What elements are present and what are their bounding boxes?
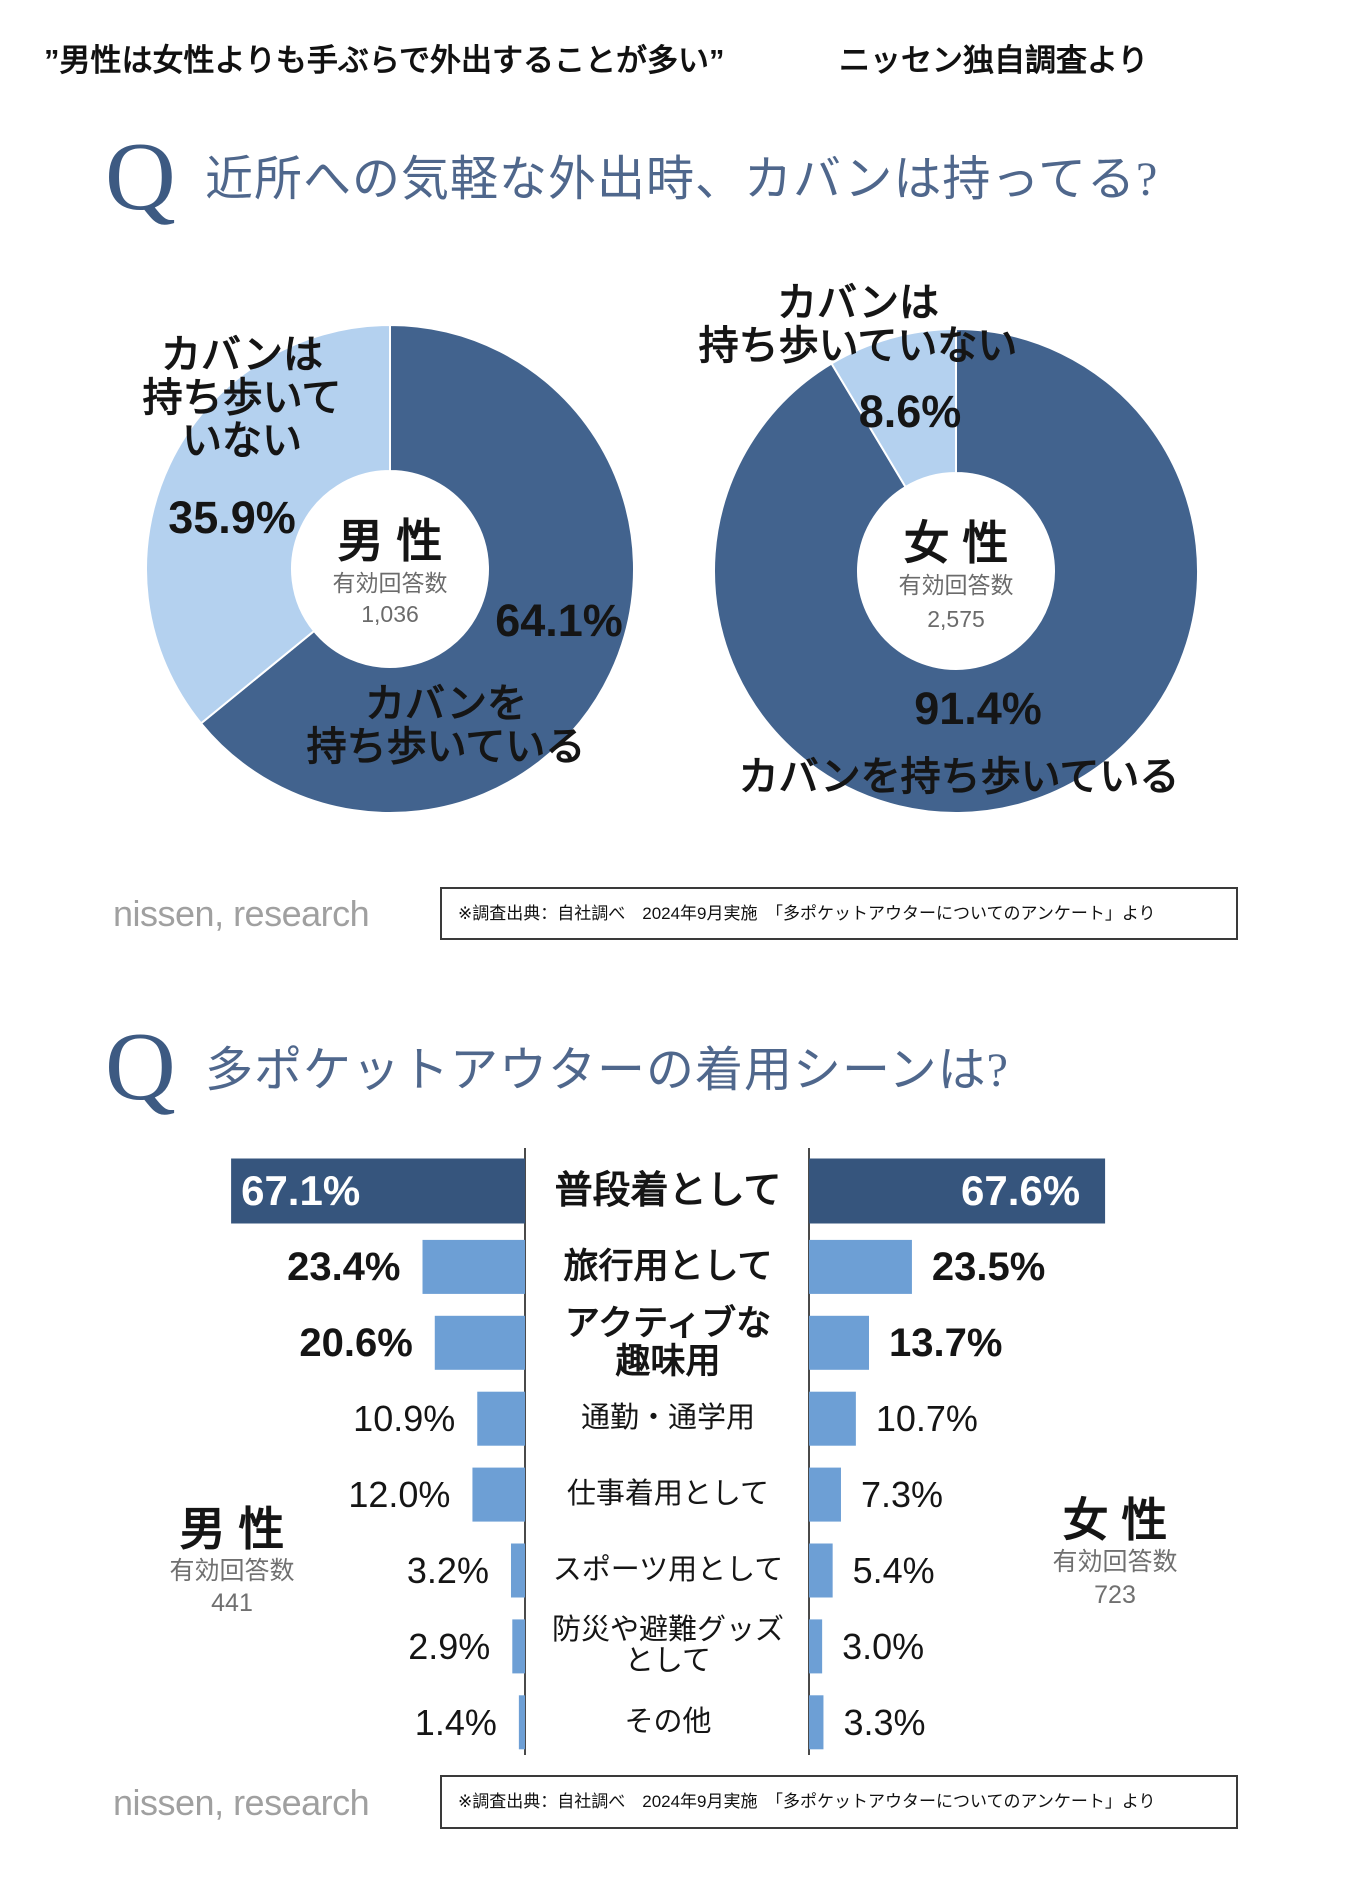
- male-bar-value-0: 67.1%: [241, 1167, 361, 1214]
- male-bar-value-1: 23.4%: [287, 1244, 401, 1289]
- category-label-line: スポーツ用として: [552, 1554, 784, 1586]
- female-donut-respondents-count: 2,575: [927, 606, 985, 632]
- female-not-carrying-percent: 8.6%: [858, 386, 962, 437]
- label-line: カバンを: [365, 682, 527, 726]
- female-bar-value-1: 23.5%: [931, 1244, 1046, 1289]
- label-line: いない: [182, 419, 302, 463]
- category-label-line: 防災や避難グッズ: [551, 1614, 784, 1647]
- nissen-research-logo: nissen, research: [113, 1782, 370, 1823]
- survey-source-tag: ニッセン独自調査より: [839, 43, 1149, 78]
- female-carrying-label: カバンを持ち歩いている: [719, 756, 1199, 799]
- bar-category-label-0: 普段着として: [527, 1169, 809, 1212]
- male-not-carrying-percent: 35.9%: [168, 492, 296, 543]
- survey-source-box: ※調査出典：自社調べ 2024年9月実施 「多ポケットアウターについてのアンケー…: [440, 1775, 1238, 1829]
- female-bar-value-0: 67.6%: [960, 1167, 1081, 1214]
- bar-female-series-title: 女 性: [1062, 1494, 1168, 1546]
- category-label-line: 通勤・通学用: [580, 1402, 755, 1435]
- category-label-line: として: [624, 1645, 712, 1678]
- female-bar-value-7: 3.3%: [843, 1701, 926, 1743]
- male-donut-center-title: 男 性: [337, 515, 443, 567]
- male-bar-value-4: 12.0%: [348, 1474, 451, 1516]
- bar-category-label-6: 防災や避難グッズ として: [527, 1615, 809, 1677]
- male-bar-value-7: 1.4%: [414, 1701, 497, 1743]
- male-bar-2: [434, 1315, 525, 1370]
- female-bar-7: [809, 1695, 824, 1750]
- female-bar-1: [809, 1239, 912, 1294]
- female-bar-2: [809, 1315, 870, 1370]
- female-bar-4: [809, 1467, 841, 1522]
- male-carrying-label: カバンを 持ち歩いている: [276, 683, 616, 769]
- female-bar-5: [809, 1543, 833, 1598]
- female-bar-0: [809, 1158, 1106, 1224]
- label-line: カバンは: [161, 333, 323, 377]
- bar-female-respondents-label: 有効回答数: [1052, 1548, 1178, 1576]
- male-bar-4: [472, 1467, 525, 1522]
- male-bar-3: [477, 1391, 525, 1446]
- male-bar-6: [512, 1619, 525, 1674]
- female-bar-3: [809, 1391, 856, 1446]
- female-bar-value-2: 13.7%: [889, 1320, 1003, 1365]
- female-donut-slice-1: [830, 327, 957, 489]
- male-bar-0: [231, 1158, 526, 1224]
- male-bar-value-2: 20.6%: [299, 1320, 413, 1365]
- female-bar-6: [809, 1619, 823, 1674]
- category-label-line: 仕事着用として: [566, 1478, 770, 1511]
- survey-source-box: ※調査出典：自社調べ 2024年9月実施 「多ポケットアウターについてのアンケー…: [440, 887, 1238, 940]
- male-bar-value-6: 2.9%: [408, 1625, 491, 1667]
- female-carrying-percent: 91.4%: [914, 683, 1042, 734]
- female-bar-value-5: 5.4%: [852, 1550, 935, 1591]
- bar-male-respondents-label: 有効回答数: [169, 1557, 295, 1585]
- label-line: 持ち歩いている: [306, 725, 586, 769]
- bar-category-label-7: その他: [527, 1705, 809, 1738]
- male-bar-1: [422, 1239, 525, 1294]
- male-carrying-percent: 64.1%: [495, 595, 623, 646]
- female-bar-value-4: 7.3%: [860, 1474, 944, 1516]
- question-q-mark: Q: [105, 1013, 176, 1121]
- category-label-line: 旅行用として: [563, 1246, 773, 1286]
- section1-question-title: 近所への気軽な外出時、カバンは持ってる?: [205, 153, 1159, 206]
- male-donut-respondents-count: 1,036: [361, 601, 419, 627]
- male-donut-respondents-label: 有効回答数: [332, 570, 448, 596]
- label-line: カバンを持ち歩いている: [738, 755, 1180, 799]
- label-line: カバンは: [777, 281, 939, 325]
- bar-male-respondents-count: 441: [211, 1589, 253, 1617]
- label-line: 持ち歩いていない: [698, 324, 1018, 368]
- bar-category-label-1: 旅行用として: [527, 1246, 809, 1286]
- male-not-carrying-label: カバンは 持ち歩いて いない: [112, 334, 372, 463]
- bar-category-label-2: アクティブな 趣味用: [527, 1303, 809, 1381]
- bar-category-label-3: 通勤・通学用: [527, 1403, 809, 1434]
- male-bar-7: [518, 1695, 525, 1750]
- bar-category-label-4: 仕事着用として: [527, 1479, 809, 1510]
- nissen-research-logo: nissen, research: [113, 893, 370, 934]
- female-donut-respondents-label: 有効回答数: [898, 572, 1014, 598]
- male-donut-slice-0: [199, 323, 635, 814]
- male-bar-value-3: 10.9%: [353, 1398, 456, 1440]
- headline: ”男性は女性よりも手ぶらで外出することが多い”: [44, 43, 725, 78]
- female-bar-value-6: 3.0%: [842, 1625, 925, 1667]
- category-label-line: 普段着として: [554, 1169, 782, 1212]
- male-bar-5: [510, 1543, 525, 1598]
- category-label-line: その他: [624, 1705, 712, 1738]
- bar-male-series-title: 男 性: [179, 1503, 285, 1555]
- label-line: 持ち歩いて: [142, 376, 342, 420]
- female-donut-center-title: 女 性: [903, 517, 1009, 569]
- female-donut-slice-0: [713, 327, 1199, 814]
- category-label-line: アクティブな: [564, 1303, 772, 1343]
- category-label-line: 趣味用: [615, 1341, 721, 1381]
- bar-category-label-5: スポーツ用として: [527, 1555, 809, 1586]
- female-not-carrying-label: カバンは 持ち歩いていない: [668, 282, 1048, 368]
- section2-question-title: 多ポケットアウターの着用シーンは?: [205, 1044, 1009, 1097]
- male-donut-slice-1: [145, 323, 391, 725]
- female-bar-value-3: 10.7%: [875, 1398, 978, 1440]
- question-q-mark: Q: [105, 123, 176, 231]
- bar-female-respondents-count: 723: [1094, 1581, 1136, 1609]
- male-bar-value-5: 3.2%: [406, 1550, 489, 1591]
